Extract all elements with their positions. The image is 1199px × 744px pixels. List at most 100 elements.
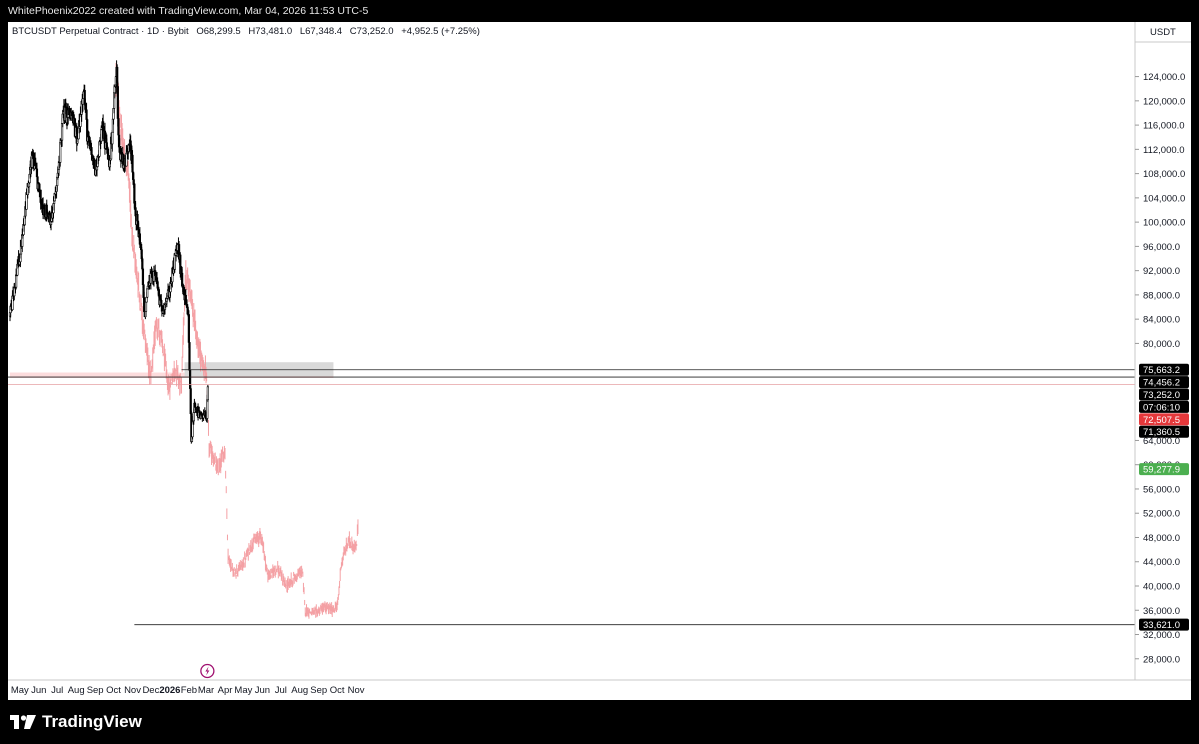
x-tick-label: Oct bbox=[330, 685, 345, 696]
price-tag[interactable] bbox=[1139, 388, 1189, 401]
price-tag-label: 33,621.0 bbox=[1143, 620, 1180, 631]
candle-body bbox=[188, 342, 191, 371]
candle-body bbox=[206, 399, 209, 419]
candle-body bbox=[85, 109, 88, 120]
candle-body bbox=[173, 253, 176, 270]
x-tick-label: 2026 bbox=[159, 685, 180, 696]
candle-body bbox=[146, 288, 149, 298]
time-axis-panel[interactable] bbox=[8, 680, 1191, 700]
price-axis-panel[interactable] bbox=[1135, 22, 1191, 700]
y-tick-label: 52,000.0 bbox=[1143, 509, 1180, 520]
x-tick-label: Dec bbox=[142, 685, 159, 696]
y-tick-label: 48,000.0 bbox=[1143, 533, 1180, 544]
candle-body bbox=[133, 183, 136, 204]
y-tick-label: 92,000.0 bbox=[1143, 266, 1180, 277]
candle-body bbox=[144, 301, 148, 312]
price-tag[interactable] bbox=[1139, 413, 1189, 426]
price-tag-label: 71,360.5 bbox=[1143, 427, 1180, 438]
y-tick-label: 44,000.0 bbox=[1143, 557, 1180, 568]
chart-frame[interactable]: USDT 124,000.0 120,000.0 116,000.0 112,000.0… bbox=[8, 22, 1191, 700]
lightning-glyph bbox=[205, 666, 210, 676]
x-tick-label: Feb bbox=[181, 685, 197, 696]
candle-body bbox=[156, 281, 159, 289]
price-tag-label: 75,663.2 bbox=[1143, 365, 1180, 376]
price-tag-label: 07:06:10 bbox=[1143, 402, 1180, 413]
tradingview-logo[interactable]: TradingView bbox=[10, 712, 142, 732]
price-tag-label: 59,277.9 bbox=[1143, 465, 1180, 476]
price-tag[interactable] bbox=[1139, 376, 1189, 389]
red-zone bbox=[10, 372, 334, 378]
y-tick-label: 124,000.0 bbox=[1143, 72, 1185, 83]
price-tag-label: 73,252.0 bbox=[1143, 390, 1180, 401]
gray-zone bbox=[184, 362, 334, 377]
candle-body bbox=[100, 129, 103, 142]
x-tick-label: Nov bbox=[348, 685, 365, 696]
attribution-header: WhitePhoenix2022 created with TradingVie… bbox=[0, 0, 1199, 22]
x-tick-label: Jul bbox=[51, 685, 63, 696]
attribution-text: WhitePhoenix2022 created with TradingVie… bbox=[8, 5, 369, 17]
y-tick-label: 116,000.0 bbox=[1143, 121, 1185, 132]
y-tick-label: 64,000.0 bbox=[1143, 436, 1180, 447]
x-tick-label: May bbox=[11, 685, 29, 696]
x-tick-label: Jun bbox=[31, 685, 46, 696]
candle-body bbox=[151, 270, 154, 278]
price-tag[interactable] bbox=[1139, 425, 1189, 438]
candle-body bbox=[125, 152, 128, 167]
tradingview-logo-icon bbox=[10, 715, 36, 729]
y-tick-label: 96,000.0 bbox=[1143, 242, 1180, 253]
symbol-legend: BTCUSDT Perpetual Contract · 1D · Bybit … bbox=[12, 26, 485, 37]
x-tick-label: Apr bbox=[218, 685, 233, 696]
x-tick-label: Aug bbox=[291, 685, 308, 696]
y-tick-label: 56,000.0 bbox=[1143, 484, 1180, 495]
candle-body bbox=[181, 272, 184, 287]
candle-body bbox=[15, 274, 18, 288]
x-tick-label: Jul bbox=[275, 685, 287, 696]
legend-open: O68,299.5 bbox=[196, 26, 241, 37]
y-tick-label: 36,000.0 bbox=[1143, 606, 1180, 617]
price-tag[interactable] bbox=[1139, 400, 1189, 413]
candlestick-chart[interactable]: USDT 124,000.0 120,000.0 116,000.0 112,000.0… bbox=[8, 22, 1191, 700]
candle-body bbox=[141, 268, 145, 285]
y-tick-label: 80,000.0 bbox=[1143, 339, 1180, 350]
candle-body bbox=[81, 98, 84, 105]
legend-high: H73,481.0 bbox=[248, 26, 293, 37]
y-tick-label: 100,000.0 bbox=[1143, 218, 1185, 229]
legend-close: C73,252.0 bbox=[349, 26, 394, 37]
legend-change: +4,952.5 (+7.25%) bbox=[401, 26, 480, 37]
candle-body bbox=[206, 386, 209, 401]
legend-symbol[interactable]: BTCUSDT Perpetual Contract · 1D · Bybit bbox=[12, 26, 189, 37]
candle-body bbox=[35, 168, 39, 178]
price-tag-label: 74,456.2 bbox=[1143, 378, 1180, 389]
legend-low: L67,348.4 bbox=[299, 26, 343, 37]
x-tick-label: Nov bbox=[124, 685, 141, 696]
y-tick-label: 84,000.0 bbox=[1143, 315, 1180, 326]
y-tick-label: 108,000.0 bbox=[1143, 169, 1185, 180]
y-tick-label: 112,000.0 bbox=[1143, 145, 1185, 156]
x-tick-label: May bbox=[234, 685, 252, 696]
x-tick-label: Oct bbox=[106, 685, 121, 696]
candle-body bbox=[116, 86, 119, 119]
x-tick-label: Mar bbox=[198, 685, 214, 696]
y-tick-label: 32,000.0 bbox=[1143, 630, 1180, 641]
price-tag[interactable] bbox=[1139, 463, 1189, 476]
y-tick-label: 40,000.0 bbox=[1143, 582, 1180, 593]
y-tick-label: 120,000.0 bbox=[1143, 96, 1185, 107]
candle-body bbox=[111, 131, 114, 145]
candle-body bbox=[131, 154, 134, 173]
y-tick-label: 88,000.0 bbox=[1143, 290, 1180, 301]
currency-label: USDT bbox=[1150, 27, 1176, 38]
candle-body bbox=[189, 388, 192, 415]
candle-body bbox=[59, 142, 62, 163]
x-tick-label: Sep bbox=[87, 685, 104, 696]
footer-bar: TradingView bbox=[0, 700, 1199, 744]
brand-name: TradingView bbox=[42, 712, 142, 731]
price-tag[interactable] bbox=[1139, 618, 1189, 631]
x-tick-label: Sep bbox=[310, 685, 327, 696]
y-tick-label: 28,000.0 bbox=[1143, 654, 1180, 665]
x-tick-label: Jun bbox=[255, 685, 270, 696]
x-tick-label: Aug bbox=[68, 685, 85, 696]
price-tag-label: 72,507.5 bbox=[1143, 415, 1180, 426]
candle-body bbox=[192, 412, 195, 422]
candle-body bbox=[25, 192, 28, 210]
price-tag[interactable] bbox=[1139, 363, 1189, 376]
